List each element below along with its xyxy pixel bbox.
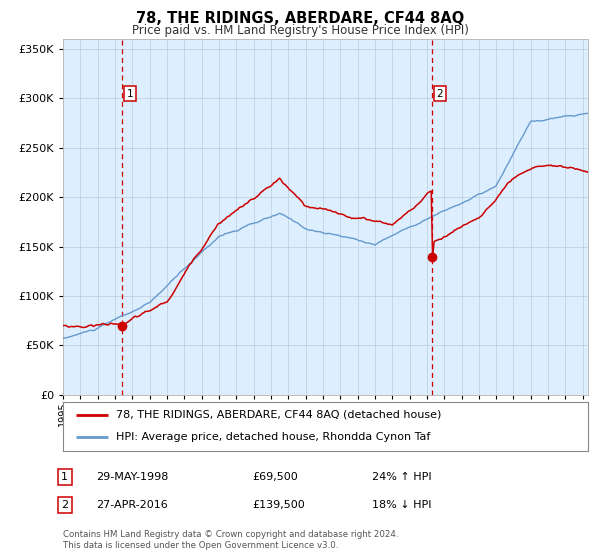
Text: 1: 1: [61, 472, 68, 482]
Text: £139,500: £139,500: [252, 500, 305, 510]
Text: 78, THE RIDINGS, ABERDARE, CF44 8AQ (detached house): 78, THE RIDINGS, ABERDARE, CF44 8AQ (det…: [115, 410, 441, 420]
Text: Price paid vs. HM Land Registry's House Price Index (HPI): Price paid vs. HM Land Registry's House …: [131, 24, 469, 36]
Text: 18% ↓ HPI: 18% ↓ HPI: [372, 500, 431, 510]
Text: 2: 2: [61, 500, 68, 510]
Text: £69,500: £69,500: [252, 472, 298, 482]
Text: 2: 2: [437, 88, 443, 99]
Text: 24% ↑ HPI: 24% ↑ HPI: [372, 472, 431, 482]
Text: This data is licensed under the Open Government Licence v3.0.: This data is licensed under the Open Gov…: [63, 541, 338, 550]
Text: 78, THE RIDINGS, ABERDARE, CF44 8AQ: 78, THE RIDINGS, ABERDARE, CF44 8AQ: [136, 11, 464, 26]
Text: Contains HM Land Registry data © Crown copyright and database right 2024.: Contains HM Land Registry data © Crown c…: [63, 530, 398, 539]
Text: 1: 1: [127, 88, 133, 99]
Text: 29-MAY-1998: 29-MAY-1998: [96, 472, 169, 482]
Text: 27-APR-2016: 27-APR-2016: [96, 500, 168, 510]
Text: HPI: Average price, detached house, Rhondda Cynon Taf: HPI: Average price, detached house, Rhon…: [115, 432, 430, 442]
